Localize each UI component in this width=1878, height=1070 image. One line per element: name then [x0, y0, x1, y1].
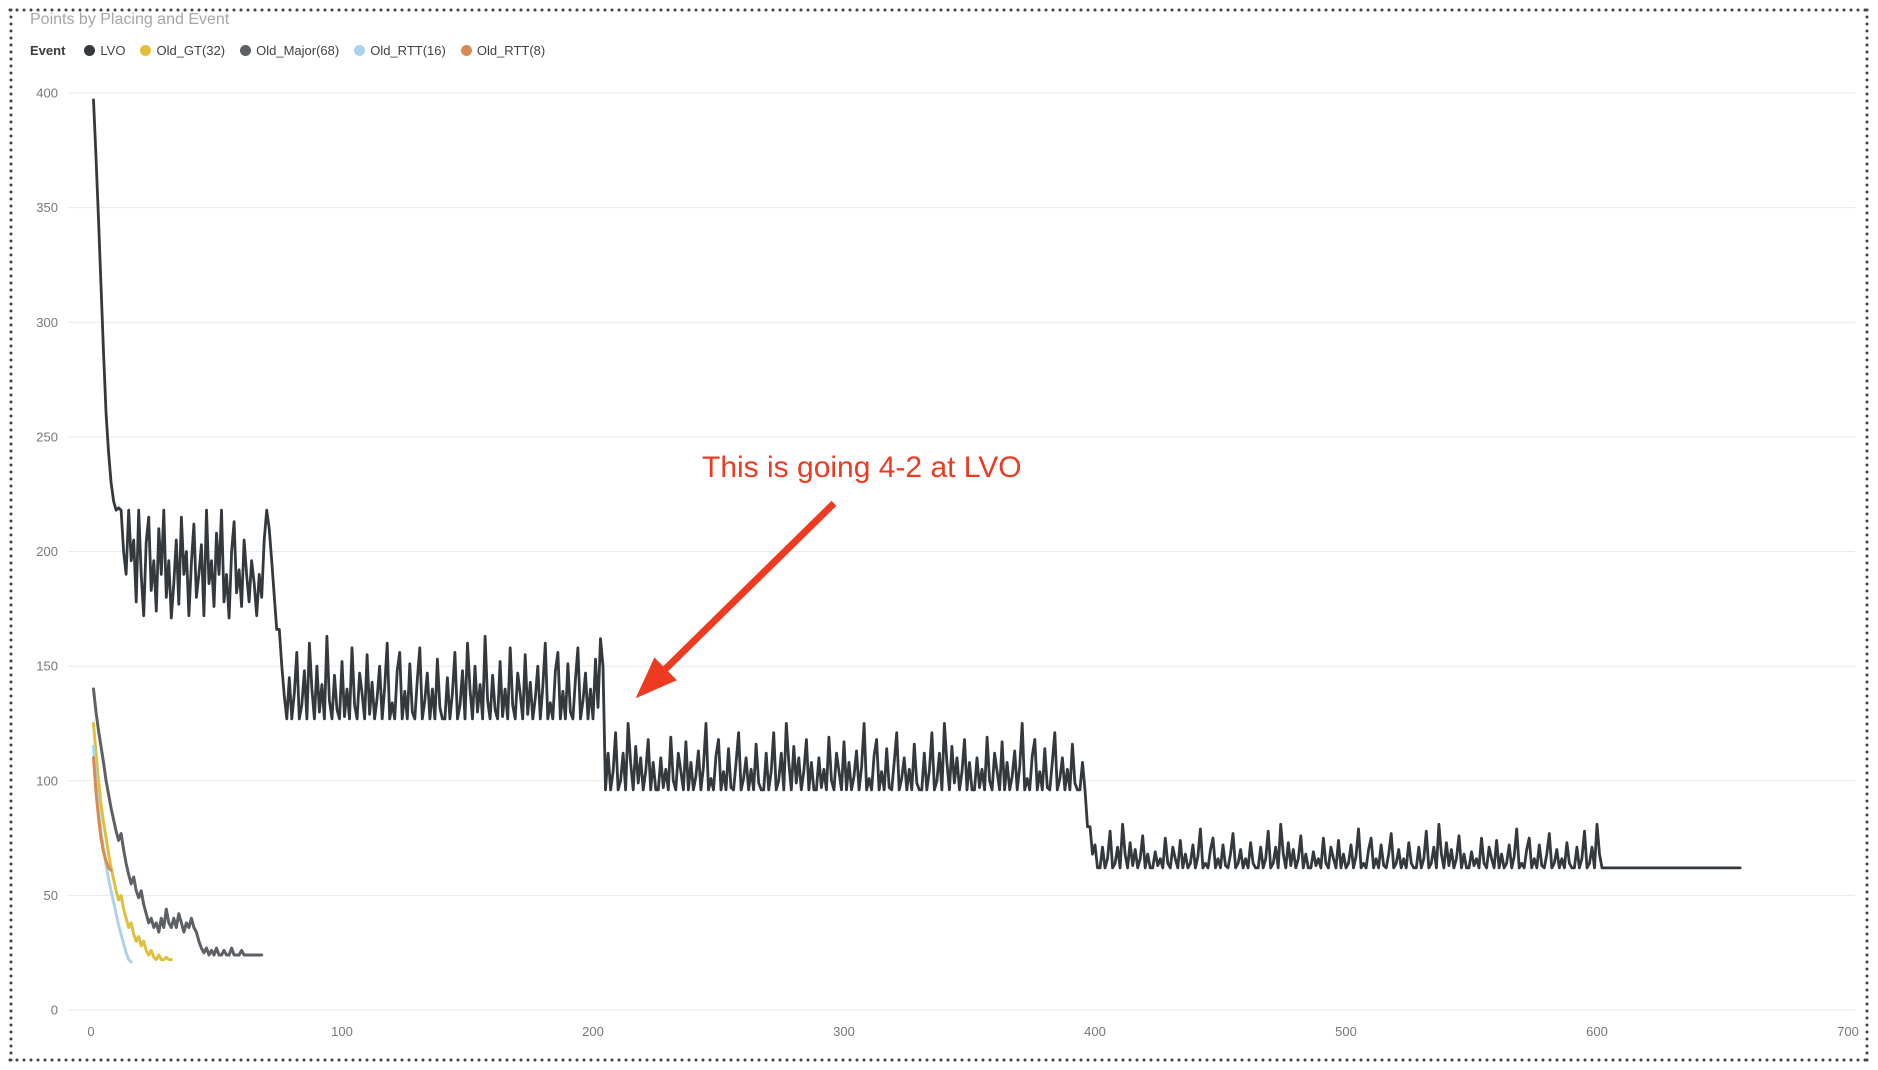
legend-swatch-icon: [460, 45, 472, 56]
y-axis-tick-label: 250: [36, 429, 58, 444]
series-line-old-gt-32-[interactable]: [92, 721, 173, 962]
legend-item-label: Old_RTT(16): [370, 43, 446, 58]
y-axis-tick-label: 350: [36, 200, 58, 215]
legend-swatch-icon: [140, 45, 152, 56]
legend-item-label: Old_Major(68): [256, 43, 340, 58]
y-axis-tick-label: 100: [36, 773, 58, 788]
series-line-lvo[interactable]: [92, 98, 1742, 870]
selection-border-left: [9, 8, 13, 1062]
legend-item-old-rtt-8-[interactable]: Old_RTT(8): [460, 43, 546, 58]
legend-item-old-rtt-16-[interactable]: Old_RTT(16): [354, 43, 446, 58]
selection-border-right: [1865, 8, 1869, 1062]
series-line-old-major-68-[interactable]: [92, 687, 264, 957]
legend-item-label: LVO: [100, 43, 126, 58]
annotation-text: This is going 4-2 at LVO: [702, 451, 1022, 484]
legend-item-label: Old_RTT(8): [476, 43, 546, 58]
y-axis-tick-label: 150: [36, 659, 58, 674]
y-axis-tick-label: 0: [51, 1003, 58, 1018]
selection-border-bottom: [8, 1058, 1870, 1062]
x-axis-tick-label: 700: [1837, 1024, 1859, 1039]
x-axis-tick-label: 100: [331, 1024, 353, 1039]
x-axis-tick-label: 200: [582, 1024, 604, 1039]
legend-title: Event: [30, 43, 66, 58]
x-axis-tick-label: 400: [1084, 1024, 1106, 1039]
x-axis-tick-label: 0: [87, 1024, 94, 1039]
legend-swatch-icon: [84, 45, 96, 56]
x-axis-tick-label: 500: [1335, 1024, 1357, 1039]
y-axis-tick-label: 200: [36, 544, 58, 559]
chart-title: Points by Placing and Event: [30, 11, 230, 28]
legend: Event LVO Old_GT(32) Old_Major(68) Old_RTT(…: [30, 43, 545, 58]
legend-swatch-icon: [240, 45, 252, 56]
selection-border-top: [8, 8, 1870, 12]
annotation-arrow-shaft: [660, 500, 837, 675]
legend-item-lvo[interactable]: LVO: [84, 43, 125, 58]
x-axis-tick-label: 300: [833, 1024, 855, 1039]
series-line-old-rtt-8-[interactable]: [92, 756, 113, 872]
annotation-arrow-head: [635, 657, 677, 699]
legend-item-old-major-68-[interactable]: Old_Major(68): [240, 43, 339, 58]
legend-swatch-icon: [354, 45, 366, 56]
y-axis-tick-label: 300: [36, 315, 58, 330]
legend-item-old-gt-32-[interactable]: Old_GT(32): [140, 43, 225, 58]
x-axis-tick-label: 600: [1586, 1024, 1608, 1039]
y-axis-tick-label: 400: [36, 86, 58, 101]
y-axis-tick-label: 50: [44, 888, 58, 903]
legend-item-label: Old_GT(32): [156, 43, 226, 58]
